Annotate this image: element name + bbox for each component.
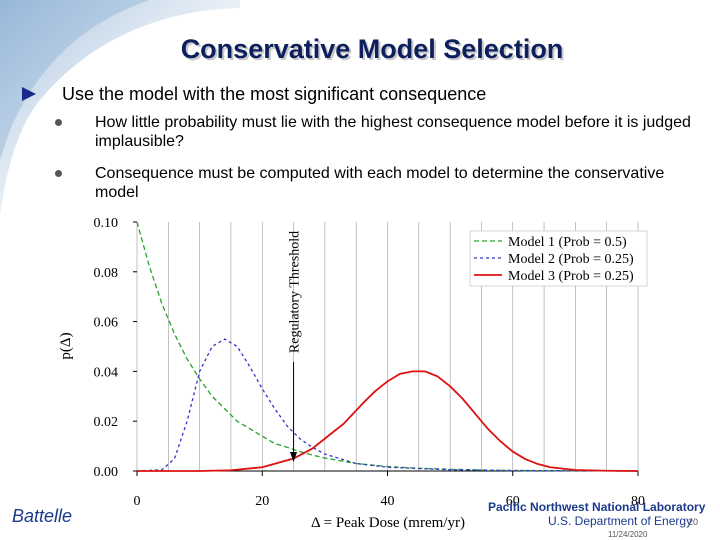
arrow-head-icon (290, 452, 298, 462)
arrow-bullet-icon (22, 87, 36, 101)
legend-label: Model 2 (Prob = 0.25) (508, 252, 634, 267)
y-tick-label: 0.02 (94, 415, 119, 430)
y-axis-label: p(Δ) (58, 332, 74, 359)
threshold-label: Regulatory Threshold (288, 231, 303, 353)
main-bullet-text: Use the model with the most significant … (62, 84, 487, 104)
slide-title: Conservative Model Selection (180, 34, 564, 64)
legend-label: Model 1 (Prob = 0.5) (508, 235, 627, 250)
dot-bullet-icon (55, 170, 62, 177)
sub-bullet-text: How little probability must lie with the… (95, 114, 691, 150)
dot-bullet-icon (55, 119, 62, 126)
x-tick-label: 40 (381, 494, 395, 509)
slide-date: 11/24/2020 (608, 530, 648, 539)
legend-label: Model 3 (Prob = 0.25) (508, 269, 634, 284)
decorative-swoosh (0, 0, 240, 215)
sub-bullet-text: Consequence must be computed with each m… (95, 165, 665, 201)
lab-name: Pacific Northwest National Laboratory (488, 500, 706, 514)
battelle-logo: Battelle (12, 506, 73, 526)
department-name: U.S. Department of Energy (548, 514, 693, 528)
y-tick-label: 0.04 (94, 365, 119, 380)
series-line-3 (137, 370, 639, 472)
y-tick-label: 0.00 (94, 465, 119, 480)
x-tick-label: 20 (255, 494, 269, 509)
x-tick-label: 80 (631, 494, 645, 509)
y-tick-label: 0.08 (94, 266, 119, 281)
x-axis-label: Δ = Peak Dose (mrem/yr) (311, 515, 465, 531)
page-number: 20 (688, 517, 699, 527)
y-tick-label: 0.10 (94, 216, 119, 231)
x-tick-label: 60 (506, 494, 520, 509)
y-tick-label: 0.06 (94, 316, 119, 331)
x-tick-label: 0 (134, 494, 141, 509)
series-line-1 (136, 221, 639, 472)
